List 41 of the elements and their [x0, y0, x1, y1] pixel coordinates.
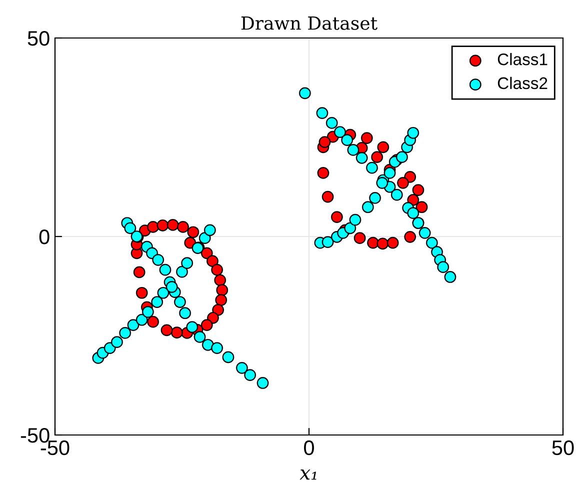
x-tick-label: 50	[552, 440, 574, 456]
point	[318, 136, 331, 148]
point	[371, 151, 384, 164]
point	[212, 304, 224, 316]
chart-title: Drawn Dataset	[241, 16, 378, 30]
point	[200, 319, 213, 331]
y-tick-label: 0	[39, 230, 50, 244]
point	[166, 219, 179, 231]
point	[187, 226, 200, 238]
x-tick-label: 0	[304, 440, 314, 456]
point	[215, 294, 228, 306]
point	[322, 190, 334, 203]
point	[331, 211, 343, 223]
point	[386, 236, 399, 249]
y-tick-label: 50	[28, 31, 50, 46]
point	[216, 284, 228, 296]
point	[412, 184, 424, 196]
point	[376, 238, 389, 250]
point	[360, 132, 373, 144]
point	[211, 264, 223, 276]
point	[160, 324, 173, 336]
point	[367, 236, 379, 249]
point	[133, 266, 146, 278]
point	[377, 141, 390, 154]
point	[156, 219, 169, 232]
legend-label: Class1	[498, 53, 548, 66]
point	[404, 230, 416, 243]
point	[147, 221, 159, 233]
x-axis-title: x₁	[300, 470, 316, 480]
point	[354, 232, 366, 244]
point	[407, 194, 420, 206]
point	[170, 326, 183, 339]
point	[136, 286, 148, 299]
point	[317, 167, 330, 179]
legend-label: Class2	[498, 76, 548, 90]
point	[416, 201, 428, 214]
point	[397, 176, 409, 189]
point	[206, 255, 218, 268]
point	[214, 274, 226, 286]
point	[147, 316, 159, 328]
point	[177, 221, 189, 233]
